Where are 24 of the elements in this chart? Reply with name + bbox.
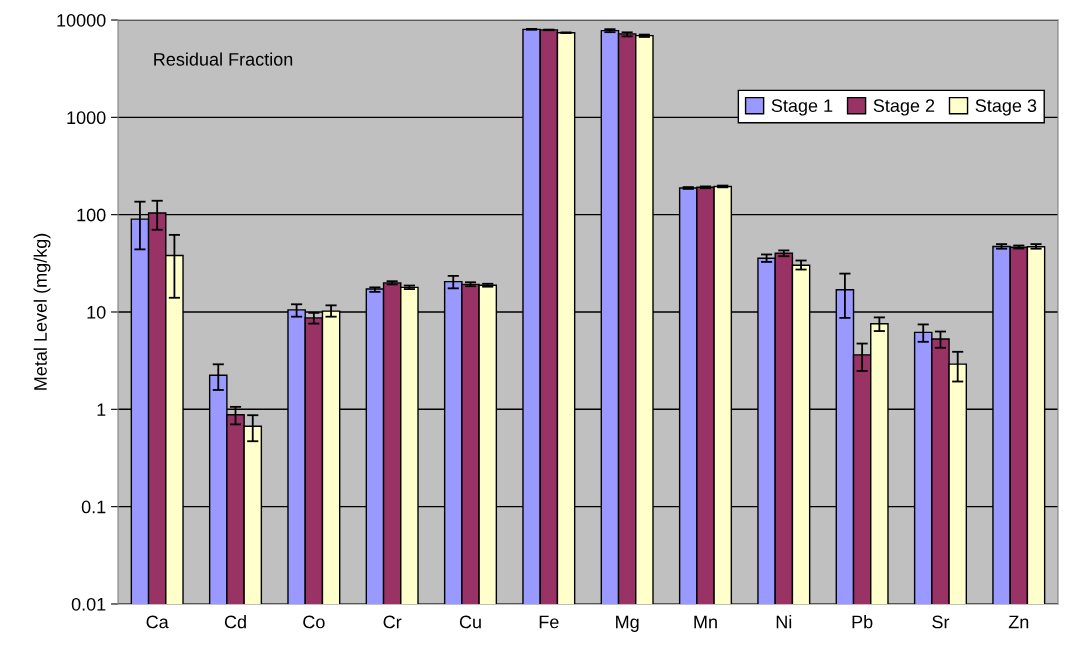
y-tick-label: 10 (87, 305, 106, 319)
x-tick-label: Co (303, 615, 325, 629)
x-tick-label: Mg (616, 615, 639, 632)
legend-label: Stage 1 (771, 99, 833, 116)
x-tick-label: Zn (1008, 615, 1029, 629)
legend-label: Stage 3 (975, 99, 1037, 116)
y-tick-label: 1 (97, 403, 106, 416)
x-tick-label: Ca (146, 615, 169, 629)
x-tick-label: Mn (694, 615, 717, 629)
x-tick-label: Cd (224, 615, 246, 629)
legend-label: Stage 2 (873, 99, 935, 116)
y-tick-label: 1000 (67, 111, 106, 125)
x-tick-label: Cu (459, 615, 481, 629)
y-tick-label: 0.1 (81, 500, 106, 514)
y-tick-label: 100 (77, 208, 106, 222)
annotation: Residual Fraction (154, 52, 293, 66)
x-tick-label: Cr (383, 615, 402, 629)
x-tick-label: Sr (932, 615, 950, 629)
x-tick-label: Ni (776, 615, 792, 629)
x-tick-label: Fe (539, 615, 559, 629)
y-tick-label: 10000 (57, 13, 106, 27)
y-axis-title: Metal Level (mg/kg) (33, 233, 51, 390)
y-tick-label: 0.01 (71, 597, 106, 611)
x-tick-label: Pb (852, 615, 873, 629)
